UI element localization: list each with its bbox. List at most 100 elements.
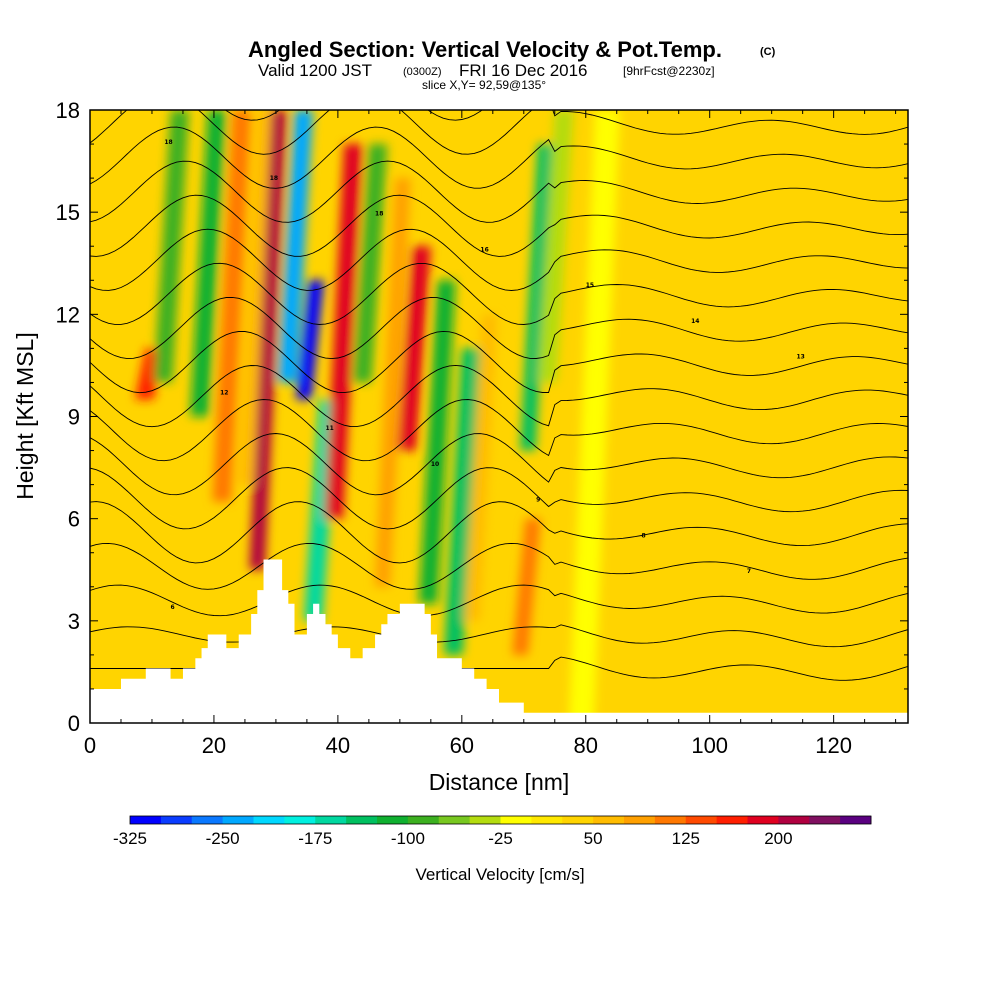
colorbar-title: Vertical Velocity [cm/s] <box>415 865 584 884</box>
velocity-band-21 <box>751 110 809 723</box>
colorbar-swatch <box>191 816 224 824</box>
x-tick-label: 80 <box>574 733 598 758</box>
colorbar-swatch <box>778 816 810 824</box>
theta-contour-label: 9 <box>536 497 540 504</box>
theta-contour-label: 7 <box>747 568 751 575</box>
theta-contour-label: 11 <box>325 425 333 432</box>
velocity-band-7 <box>295 280 324 400</box>
theta-contour-label: 18 <box>375 211 383 218</box>
theta-contour-label: 15 <box>586 282 594 289</box>
velocity-band-10 <box>353 144 388 383</box>
colorbar-tick-label: 200 <box>764 829 792 848</box>
velocity-band-5 <box>249 110 287 570</box>
colorbar <box>129 815 872 825</box>
colorbar-swatch <box>346 816 378 824</box>
velocity-band-20 <box>655 110 707 723</box>
theta-contour-label: 6 <box>171 604 175 611</box>
colorbar-swatch <box>253 816 285 824</box>
valid-time-utc: (0300Z) <box>403 66 442 78</box>
colorbar-swatch <box>438 816 471 824</box>
colorbar-ticks: -325 -250 -175 -100 -25 50 125 200 <box>113 829 793 848</box>
colorbar-tick-label: -100 <box>391 829 425 848</box>
theta-contour-label: 18 <box>164 139 172 146</box>
y-tick-label: 6 <box>68 507 80 532</box>
colorbar-swatch <box>840 816 872 824</box>
colorbar-tick-label: -25 <box>488 829 513 848</box>
colorbar-swatch <box>654 816 687 824</box>
x-tick-label: 120 <box>815 733 852 758</box>
chart-title: Angled Section: Vertical Velocity & Pot.… <box>248 37 722 62</box>
theta-contour-label: 12 <box>220 389 228 396</box>
x-tick-label: 100 <box>691 733 728 758</box>
velocity-band-4 <box>237 110 276 485</box>
velocity-band-6 <box>277 110 314 383</box>
velocity-band-15 <box>464 314 498 621</box>
y-axis-title: Height [Kft MSL] <box>12 332 38 499</box>
theta-contour-6 <box>90 433 908 496</box>
theta-contour-15 <box>90 126 908 189</box>
x-tick-label: 40 <box>326 733 350 758</box>
y-tick-label: 15 <box>56 200 80 225</box>
velocity-band-13 <box>418 280 456 604</box>
theta-contour-3 <box>90 542 908 590</box>
theta-contour-label: 14 <box>691 318 699 325</box>
y-axis: 0 3 6 9 12 15 18 <box>56 98 908 736</box>
x-tick-label: 20 <box>202 733 226 758</box>
theta-contour-13 <box>90 194 908 257</box>
theta-contour-12 <box>90 228 908 291</box>
colorbar-swatch <box>222 816 254 824</box>
colorbar-swatch <box>500 816 532 824</box>
colorbar-swatch <box>315 816 347 824</box>
colorbar-swatch <box>593 816 625 824</box>
velocity-band-17 <box>520 144 554 451</box>
velocity-band-19 <box>569 110 620 723</box>
theta-contour-label: 16 <box>480 246 488 253</box>
y-tick-label: 18 <box>56 98 80 123</box>
valid-date: FRI 16 Dec 2016 <box>459 61 588 80</box>
velocity-band-3 <box>212 110 252 502</box>
theta-contour-label: 8 <box>642 532 646 539</box>
colorbar-swatch <box>809 816 841 824</box>
x-tick-label: 0 <box>84 733 96 758</box>
velocity-band-18 <box>538 110 574 383</box>
y-tick-label: 12 <box>56 302 80 327</box>
y-tick-label: 3 <box>68 609 80 634</box>
terrain-mask <box>90 559 908 723</box>
colorbar-tick-label: -325 <box>113 829 147 848</box>
colorbar-tick-label: 50 <box>584 829 603 848</box>
x-axis-title: Distance [nm] <box>429 769 570 795</box>
theta-contour-5 <box>90 467 908 530</box>
velocity-band-16 <box>512 518 541 655</box>
theta-contour-11 <box>90 262 908 325</box>
colorbar-swatch <box>160 816 193 824</box>
colorbar-swatch <box>130 816 162 824</box>
colorbar-swatch <box>685 816 718 824</box>
theta-contour-9 <box>90 330 908 394</box>
velocity-band-12 <box>397 246 431 451</box>
theta-contour-label: 10 <box>431 461 439 468</box>
y-tick-label: 9 <box>68 405 80 430</box>
y-tick-label: 0 <box>68 711 80 736</box>
chart-title-suffix: (C) <box>760 46 776 58</box>
colorbar-swatch <box>531 816 563 824</box>
colorbar-swatch <box>624 816 656 824</box>
colorbar-swatch <box>377 816 409 824</box>
plot-area: 18 18 18 16 15 14 13 12 11 10 9 8 7 6 <box>90 110 908 723</box>
theta-contour-label: 18 <box>270 175 278 182</box>
slice-info: slice X,Y= 92,59@135° <box>422 78 546 92</box>
theta-contour-label: 13 <box>796 354 804 361</box>
theta-contour-14 <box>90 160 908 223</box>
x-tick-label: 60 <box>450 733 474 758</box>
colorbar-swatch <box>469 816 501 824</box>
theta-contour-2 <box>90 584 908 617</box>
velocity-band-22 <box>847 110 899 723</box>
colorbar-tick-label: -250 <box>206 829 240 848</box>
velocity-band-2 <box>190 110 227 417</box>
colorbar-tick-label: -175 <box>298 829 332 848</box>
forecast-run: [9hrFcst@2230z] <box>623 64 715 78</box>
theta-contour-7 <box>90 399 908 462</box>
theta-contour-16 <box>90 110 908 155</box>
valid-time-prefix: Valid 1200 JST <box>258 61 372 80</box>
theta-contour-10 <box>90 296 908 360</box>
